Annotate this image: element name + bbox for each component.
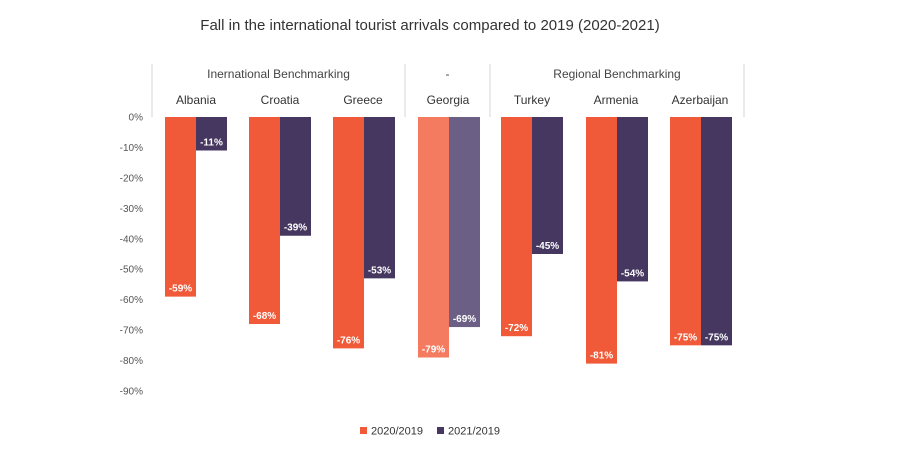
data-label: -76% (337, 335, 360, 346)
y-tick-label: -90% (120, 387, 143, 398)
y-axis: 0% -10% -20% -30% -40% -50% -60% -70% -80% -90% (120, 113, 143, 398)
category-label: Armenia (594, 93, 639, 107)
category-label: Croatia (261, 93, 300, 107)
data-labels: -59% -68% -76% -79% -72% -81% -75% -11% -39% -53%… (169, 137, 728, 361)
bar (701, 117, 732, 346)
data-label: -39% (284, 223, 307, 234)
data-label: -69% (453, 314, 476, 325)
legend-label: 2020/2019 (371, 426, 423, 438)
bar (333, 117, 364, 349)
y-tick-label: -20% (120, 173, 143, 184)
legend: 2020/2019 2021/2019 (360, 426, 500, 438)
bar (196, 117, 227, 151)
bar (586, 117, 617, 364)
bars (165, 117, 732, 364)
y-tick-label: -30% (120, 204, 143, 215)
y-tick-label: -80% (120, 356, 143, 367)
bar (364, 117, 395, 279)
bar (501, 117, 532, 337)
y-tick-label: -50% (120, 265, 143, 276)
y-tick-label: 0% (129, 113, 144, 124)
data-label: -45% (536, 241, 559, 252)
chart-header: Inernational Benchmarking - Regional Bench… (151, 64, 745, 117)
bar (165, 117, 196, 297)
data-label: -75% (705, 332, 728, 343)
data-label: -81% (590, 351, 613, 362)
bar (617, 117, 648, 282)
data-label: -68% (253, 311, 276, 322)
data-label: -54% (621, 268, 644, 279)
y-tick-label: -70% (120, 326, 143, 337)
y-tick-label: -10% (120, 143, 143, 154)
category-label: Greece (343, 93, 383, 107)
bar (532, 117, 563, 254)
legend-label: 2021/2019 (448, 426, 500, 438)
y-tick-label: -40% (120, 234, 143, 245)
data-label: -72% (505, 323, 528, 334)
data-label: -59% (169, 284, 192, 295)
data-label: -79% (422, 345, 445, 356)
bar (249, 117, 280, 325)
category-label: Turkey (514, 93, 550, 107)
legend-swatch (360, 427, 367, 434)
bar (670, 117, 701, 346)
category-label: Azerbaijan (672, 93, 729, 107)
data-label: -11% (200, 137, 223, 148)
category-label: Georgia (427, 93, 470, 107)
bar (418, 117, 449, 358)
group-label: - (446, 67, 450, 81)
y-tick-label: -60% (120, 295, 143, 306)
chart-title: Fall in the international tourist arriva… (200, 17, 659, 34)
data-label: -53% (368, 265, 391, 276)
group-label: Regional Benchmarking (553, 67, 680, 81)
bar (280, 117, 311, 236)
group-label: Inernational Benchmarking (207, 67, 350, 81)
legend-swatch (437, 427, 444, 434)
data-label: -75% (674, 332, 697, 343)
category-label: Albania (176, 93, 216, 107)
bar (449, 117, 480, 328)
